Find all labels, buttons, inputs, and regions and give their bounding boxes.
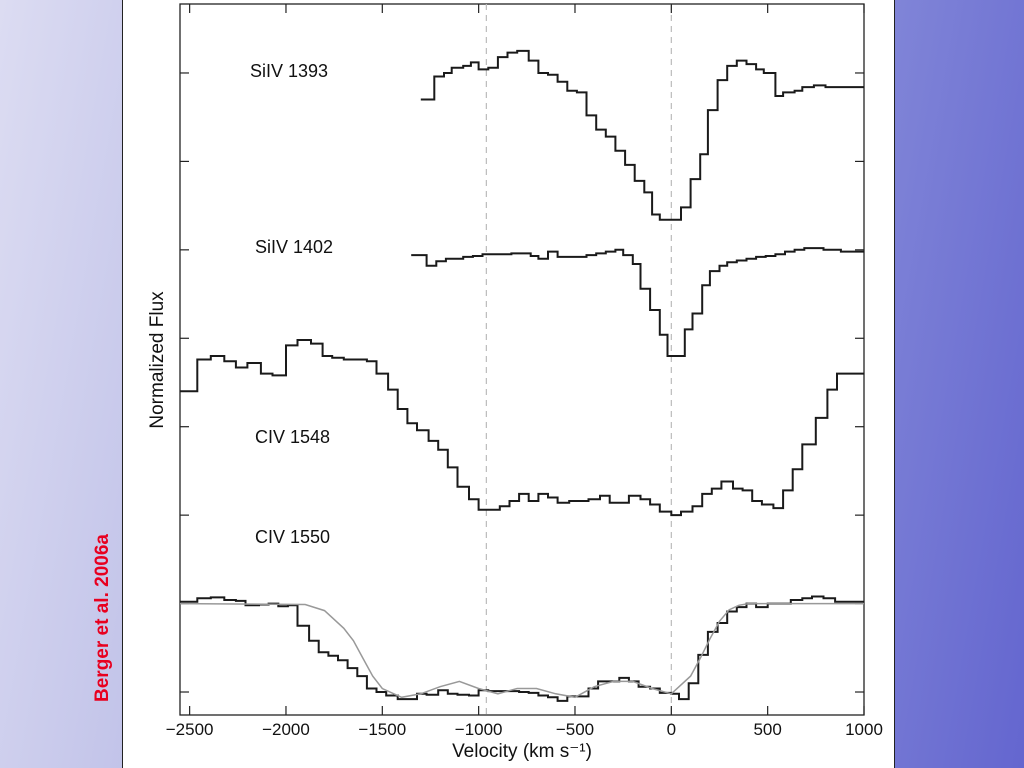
series-labels: SiIV 1393 SiIV 1402 CIV 1548 CIV 1550 [250, 61, 333, 547]
y-axis-ticks [180, 72, 864, 693]
series-label: SiIV 1402 [255, 237, 333, 257]
series-group [179, 49, 864, 702]
y-axis-label: Normalized Flux [147, 291, 168, 429]
x-tick-label: 0 [667, 720, 676, 739]
x-tick-label: −1500 [358, 720, 406, 739]
x-tick-label: 1000 [845, 720, 883, 739]
x-tick-label: −2000 [262, 720, 310, 739]
x-tick-label: −500 [556, 720, 594, 739]
series-line-civ-1548 [180, 339, 864, 517]
x-tick-label: −2500 [166, 720, 214, 739]
reference-lines [485, 4, 672, 715]
plot-frame [179, 3, 865, 716]
series-label: SiIV 1393 [250, 61, 328, 81]
slide-panel [122, 0, 895, 768]
x-axis-ticks: −2500 −2000 −1500 −1000 −500 0 500 1000 [166, 4, 883, 739]
series-label: CIV 1548 [255, 427, 330, 447]
citation-label: Berger et al. 2006a [92, 534, 113, 702]
series-line-siiv-1402 [411, 247, 864, 357]
series-line-siiv-1393 [420, 49, 864, 221]
model-fit-line [179, 602, 864, 699]
x-tick-label: −1000 [455, 720, 503, 739]
x-axis-label: Velocity (km s⁻¹) [452, 741, 592, 762]
series-line-civ-1550 [180, 595, 864, 702]
x-tick-label: 500 [753, 720, 781, 739]
series-label: CIV 1550 [255, 527, 330, 547]
